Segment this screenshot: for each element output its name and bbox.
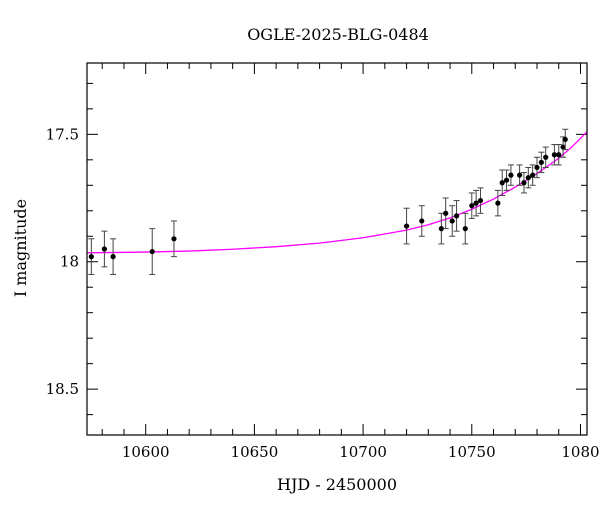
data-point bbox=[419, 218, 425, 224]
x-tick-label: 10600 bbox=[122, 443, 170, 461]
data-point bbox=[538, 159, 544, 165]
x-tick-label: 1080 bbox=[561, 443, 599, 461]
data-point bbox=[101, 246, 107, 252]
x-axis-label: HJD - 2450000 bbox=[277, 475, 397, 494]
data-point bbox=[462, 226, 468, 232]
data-point bbox=[543, 154, 549, 160]
x-tick-label: 10650 bbox=[231, 443, 279, 461]
data-point bbox=[562, 136, 568, 143]
data-point bbox=[88, 254, 94, 260]
data-point bbox=[449, 218, 455, 224]
data-point bbox=[521, 180, 527, 186]
data-point bbox=[110, 254, 116, 260]
data-point bbox=[534, 164, 540, 171]
data-point bbox=[495, 200, 501, 206]
data-point bbox=[508, 172, 514, 178]
chart-title: OGLE-2025-BLG-0484 bbox=[247, 25, 429, 44]
x-tick-label: 10700 bbox=[339, 443, 387, 461]
data-point bbox=[525, 175, 531, 181]
data-point bbox=[149, 248, 155, 255]
plot-area bbox=[86, 128, 588, 275]
data-point bbox=[551, 152, 557, 158]
data-point bbox=[530, 172, 536, 178]
axis-ticks bbox=[87, 63, 587, 435]
y-tick-label: 18.5 bbox=[46, 380, 79, 398]
y-tick-label: 17.5 bbox=[46, 125, 79, 143]
data-point bbox=[443, 210, 449, 216]
data-point bbox=[473, 200, 479, 206]
data-point bbox=[171, 236, 177, 242]
data-point bbox=[499, 180, 505, 186]
data-point bbox=[503, 177, 510, 183]
data-point bbox=[560, 144, 566, 150]
y-axis-label: I magnitude bbox=[11, 199, 30, 297]
model-curve bbox=[86, 131, 588, 254]
axis-tick-labels: 10600 10650 10700 10750 1080 17.5 18 18.5 bbox=[46, 125, 600, 461]
data-point bbox=[469, 203, 475, 209]
data-point bbox=[403, 223, 410, 229]
data-point bbox=[477, 197, 484, 204]
x-tick-label: 10750 bbox=[448, 443, 496, 461]
data-point bbox=[438, 226, 444, 232]
data-point bbox=[517, 172, 523, 178]
y-tick-label: 18 bbox=[60, 253, 79, 271]
data-points bbox=[88, 128, 569, 275]
plot-frame bbox=[86, 62, 588, 436]
data-point bbox=[453, 213, 460, 219]
data-point bbox=[556, 152, 562, 158]
